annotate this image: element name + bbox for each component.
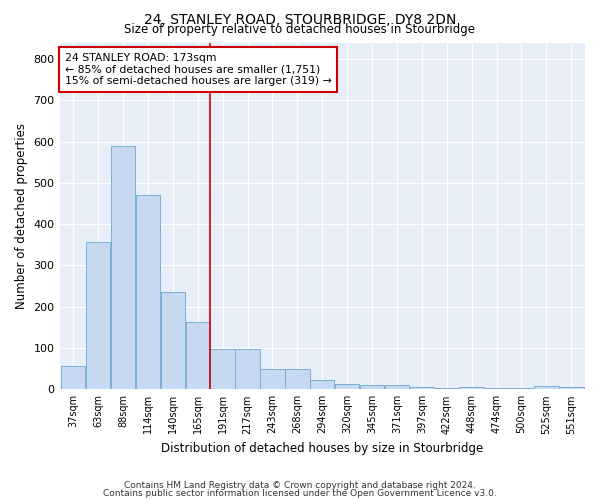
Text: Contains public sector information licensed under the Open Government Licence v3: Contains public sector information licen… [103,489,497,498]
Bar [260,370,284,390]
Bar [161,292,185,390]
Bar [61,366,85,390]
Bar [385,385,409,390]
Bar [185,322,210,390]
Text: Contains HM Land Registry data © Crown copyright and database right 2024.: Contains HM Land Registry data © Crown c… [124,480,476,490]
Bar [534,386,559,390]
Bar [285,370,310,390]
Bar [460,387,484,390]
Bar [136,196,160,390]
Bar [484,388,509,390]
Bar [559,387,584,390]
Bar [310,380,334,390]
Bar [235,350,260,390]
X-axis label: Distribution of detached houses by size in Stourbridge: Distribution of detached houses by size … [161,442,484,455]
Bar [434,388,459,390]
Text: 24 STANLEY ROAD: 173sqm
← 85% of detached houses are smaller (1,751)
15% of semi: 24 STANLEY ROAD: 173sqm ← 85% of detache… [65,53,332,86]
Y-axis label: Number of detached properties: Number of detached properties [15,123,28,309]
Bar [509,388,533,390]
Bar [86,242,110,390]
Bar [335,384,359,390]
Bar [211,350,235,390]
Text: Size of property relative to detached houses in Stourbridge: Size of property relative to detached ho… [125,22,476,36]
Bar [410,387,434,390]
Text: 24, STANLEY ROAD, STOURBRIDGE, DY8 2DN: 24, STANLEY ROAD, STOURBRIDGE, DY8 2DN [144,12,456,26]
Bar [111,146,135,390]
Bar [360,385,384,390]
